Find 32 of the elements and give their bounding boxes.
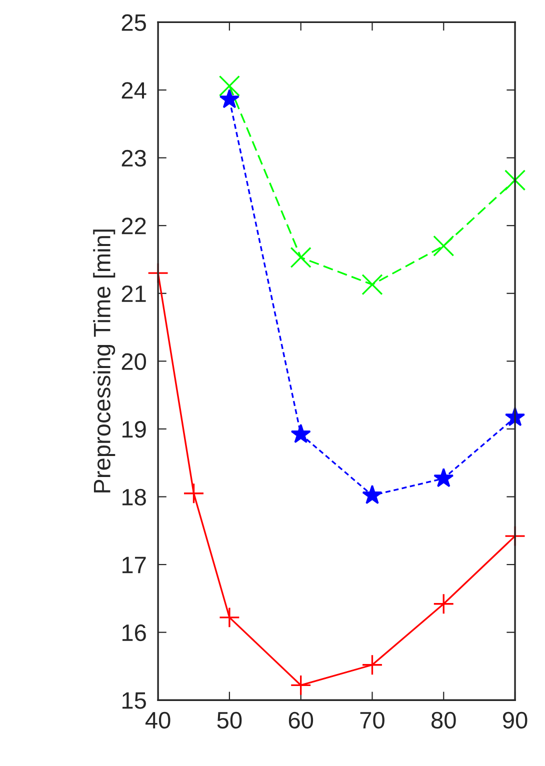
point bbox=[434, 468, 454, 488]
y-tick-label: 25 bbox=[122, 14, 146, 31]
point bbox=[218, 75, 240, 96]
y-tick-label: 15 bbox=[122, 692, 146, 709]
point bbox=[504, 170, 526, 191]
point bbox=[219, 88, 240, 108]
point bbox=[433, 593, 454, 614]
x-tick-label: 70 bbox=[360, 712, 384, 729]
y-tick-label: 20 bbox=[122, 353, 146, 370]
x-tick-label: 50 bbox=[217, 712, 242, 729]
y-tick-label: 23 bbox=[122, 150, 146, 167]
x-tick-label: 80 bbox=[432, 712, 456, 729]
y-tick-label: 16 bbox=[122, 624, 146, 642]
point bbox=[183, 482, 204, 504]
y-tick-label: 21 bbox=[122, 285, 146, 302]
point bbox=[290, 246, 312, 268]
y-tick-label: 18 bbox=[122, 488, 146, 506]
point bbox=[362, 484, 382, 504]
y-tick-label: 19 bbox=[122, 421, 146, 438]
point bbox=[362, 274, 383, 296]
y-tick-label: 17 bbox=[122, 556, 146, 574]
point bbox=[290, 424, 311, 444]
x-tick-label: 40 bbox=[145, 712, 170, 729]
point bbox=[290, 674, 312, 696]
y-axis-title: Preprocessing Time [min] bbox=[93, 230, 116, 492]
point bbox=[433, 235, 454, 256]
y-tick-label: 24 bbox=[122, 82, 146, 99]
x-tick-label: 90 bbox=[503, 712, 528, 729]
point bbox=[218, 606, 240, 628]
y-tick-label: 22 bbox=[122, 218, 146, 234]
point bbox=[362, 654, 383, 676]
x-tick-label: 60 bbox=[288, 712, 314, 729]
